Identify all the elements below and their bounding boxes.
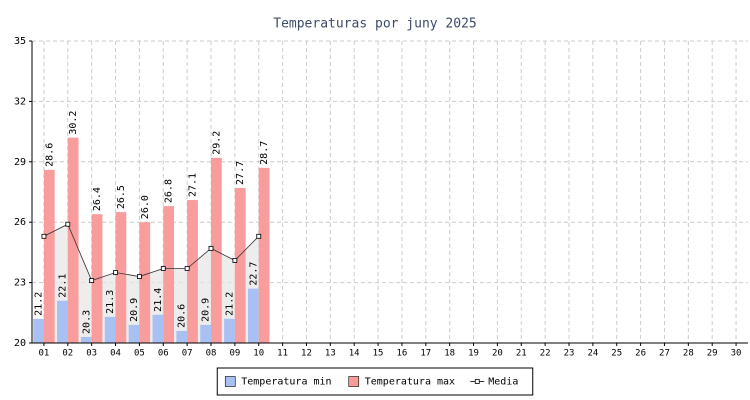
media-marker [208,245,214,251]
x-tick-label: 03 [86,349,97,359]
x-tick-label: 10 [253,349,264,359]
legend-swatch [348,376,360,387]
x-tick-label: 07 [182,349,193,359]
bar [139,222,151,343]
y-tick-label: 35 [14,36,26,47]
value-label: 30.2 [68,111,79,135]
x-tick-label: 26 [635,349,646,359]
bar [43,169,55,343]
value-label: 27.7 [235,161,246,185]
y-tick-label: 29 [14,157,26,168]
value-label: 28.7 [259,141,270,165]
x-tick-label: 13 [325,349,336,359]
x-tick-label: 27 [659,349,670,359]
media-marker [184,266,190,271]
x-tick-label: 12 [301,349,312,359]
bar [57,300,68,343]
bar [128,324,140,343]
media-marker [113,270,118,275]
value-label: 20.3 [81,310,92,334]
value-label: 22.7 [248,262,259,286]
value-label: 21.4 [153,288,164,312]
x-tick-label: 16 [397,349,408,359]
x-tick-label: 01 [39,349,50,359]
value-label: 21.2 [34,292,45,316]
x-tick-label: 25 [611,349,622,359]
media-marker [256,233,262,239]
value-label: 22.1 [57,274,68,298]
legend-swatch [224,376,236,387]
value-label: 21.2 [224,292,235,316]
x-tick-label: 18 [444,349,455,359]
x-tick-label: 29 [707,349,718,359]
x-tick-label: 15 [373,349,384,359]
y-tick-label: 26 [14,217,26,228]
x-tick-label: 14 [349,349,360,359]
x-tick-label: 22 [540,349,551,359]
x-tick-label: 23 [564,349,575,359]
media-marker [232,258,238,263]
value-label: 26.0 [140,195,151,219]
y-tick-label: 32 [14,96,26,107]
x-tick-label: 19 [468,349,479,359]
value-label: 26.8 [164,179,175,203]
x-tick-label: 24 [587,349,598,359]
value-label: 27.1 [188,173,199,197]
x-tick-label: 02 [62,349,73,359]
bar [258,167,270,343]
bar [163,206,175,343]
media-marker [160,266,166,271]
x-tick-label: 28 [683,349,694,359]
value-label: 26.5 [116,185,127,209]
x-tick-label: 11 [277,349,288,359]
media-marker [41,233,47,239]
bar [224,318,235,343]
y-tick-label: 23 [14,278,26,289]
value-label: 20.6 [177,304,188,328]
x-tick-label: 21 [516,349,527,359]
value-label: 28.6 [44,143,55,167]
value-label: 26.4 [92,187,103,211]
x-tick-label: 20 [492,349,503,359]
x-tick-label: 08 [206,349,217,359]
legend-label: Temperatura max [365,377,455,388]
value-label: 29.2 [211,131,222,155]
y-tick-label: 20 [14,338,26,349]
bar [176,330,188,343]
legend-swatch [474,379,480,384]
bar [247,288,259,343]
x-tick-label: 30 [731,349,742,359]
value-label: 20.9 [201,298,212,322]
chart-title: Temperaturas por juny 2025 [273,17,477,32]
legend: Temperatura min Temperatura max Media [216,367,534,396]
media-marker [89,278,95,283]
bar [104,316,116,343]
bar [152,314,164,343]
legend-label: Temperatura min [241,377,331,388]
x-tick-label: 17 [420,349,431,359]
bar [67,137,79,343]
bar [200,324,211,343]
bar [80,336,92,343]
media-line [43,223,260,282]
bar [33,318,44,343]
bar [234,187,246,343]
legend-label: Media [488,377,518,388]
x-tick-label: 05 [134,349,145,359]
x-tick-label: 04 [110,349,121,359]
value-label: 21.3 [105,290,116,314]
media-marker [65,221,71,227]
x-tick-label: 09 [229,349,240,359]
x-tick-label: 06 [158,349,169,359]
bar [115,212,127,343]
media-marker [136,274,142,279]
bar [187,200,198,343]
bar [211,157,222,343]
value-label: 20.9 [129,298,140,322]
